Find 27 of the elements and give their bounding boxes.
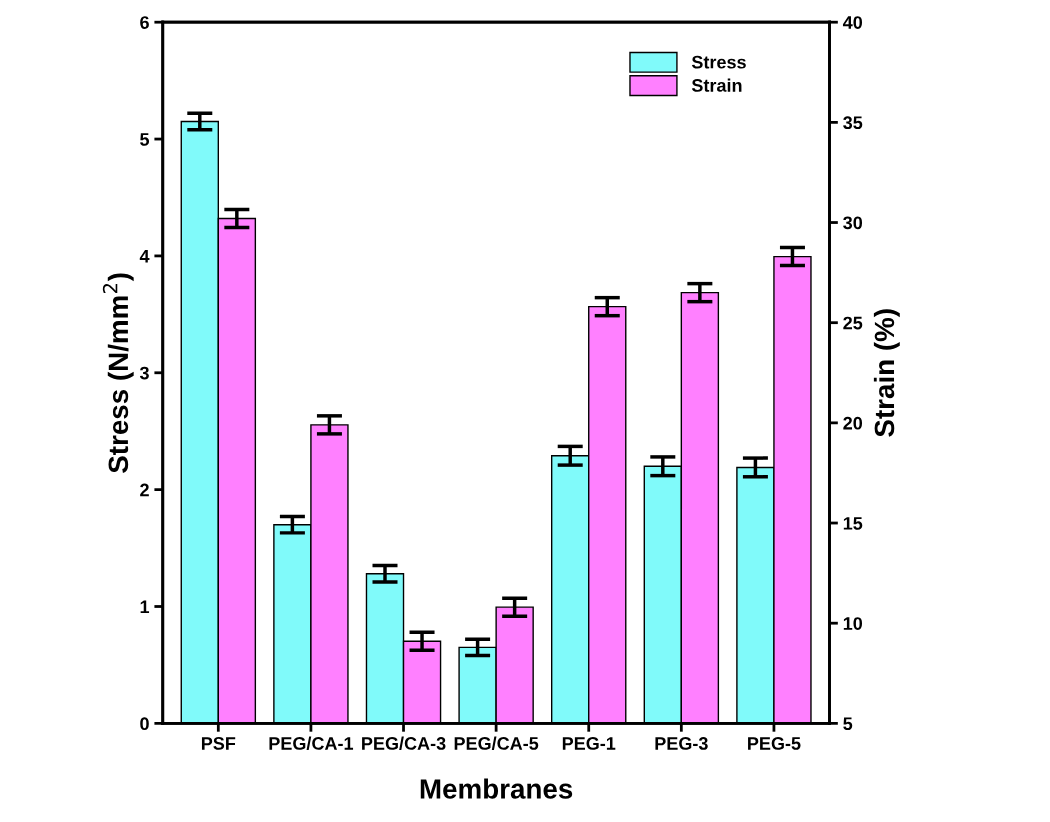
y-tick-label: 4 — [139, 250, 150, 263]
y2-tick-label: 40 — [842, 16, 863, 29]
y2-axis-title: Strain (%) — [873, 309, 900, 437]
y2-tick-label: 30 — [843, 216, 863, 230]
y-axis-title: Stress (N/mm$^{2}$) — [102, 273, 134, 473]
x-tick-label: PSF — [201, 737, 236, 750]
x-tick-label: PEG-1 — [562, 737, 616, 750]
y-tick-label: 2 — [140, 483, 149, 497]
y-tick-label: 1 — [140, 600, 150, 614]
y2-tick-label: 10 — [843, 617, 863, 630]
y2-tick-label: 5 — [843, 717, 853, 731]
x-axis-title: Membranes — [420, 778, 573, 799]
legend-label: Strain — [691, 78, 742, 92]
x-tick-label: PEG-3 — [655, 737, 708, 750]
y2-tick-label: 25 — [843, 316, 863, 330]
y-tick-label: 0 — [140, 717, 149, 731]
legend-label: Stress — [691, 55, 746, 69]
y2-tick-label: 35 — [843, 116, 863, 130]
x-tick-label: PEG/CA-1 — [269, 736, 354, 750]
y-tick-label: 6 — [140, 16, 149, 29]
y2-tick-label: 15 — [843, 517, 863, 530]
y2-tick-label: 20 — [843, 416, 863, 430]
x-tick-label: PEG/CA-5 — [454, 736, 539, 750]
x-tick-label: PEG/CA-3 — [362, 736, 446, 750]
x-tick-label: PEG-5 — [748, 737, 801, 750]
y-tick-label: 5 — [140, 133, 150, 146]
y-tick-label: 3 — [139, 366, 149, 380]
